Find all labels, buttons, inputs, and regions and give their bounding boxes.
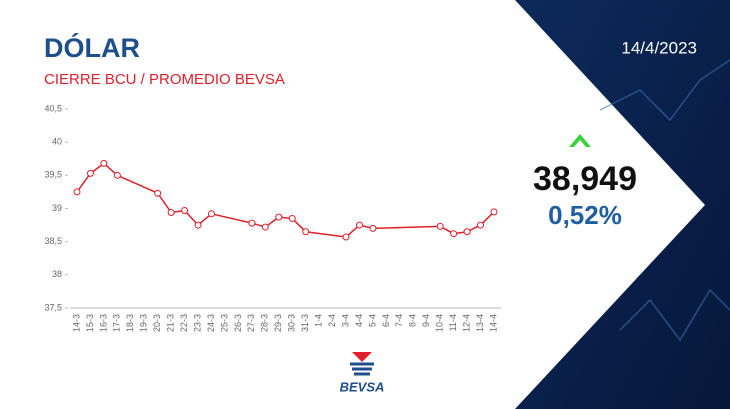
line-segment (117, 174, 159, 194)
x-tick-label: 24-3 (206, 314, 216, 332)
x-tick-label: 23-3 (192, 314, 202, 332)
point (490, 208, 498, 216)
x-tick-label: 12-4 (461, 314, 471, 332)
point (113, 171, 121, 179)
y-tick-label: 38,5 (44, 236, 62, 246)
point (275, 213, 283, 221)
dark-panel (515, 0, 730, 409)
x-tick-label: 9-4 (421, 314, 431, 327)
up-arrow (569, 134, 591, 147)
line-segment (305, 230, 347, 238)
point (436, 222, 444, 230)
x-tick-label: 1-4 (314, 314, 324, 327)
x-tick-label: 7-4 (394, 314, 404, 327)
point (450, 230, 458, 238)
x-tick-label: 16-3 (98, 314, 108, 332)
x-tick-label: 27-3 (246, 314, 256, 332)
x-tick-label: 14-3 (71, 314, 81, 332)
x-tick-label: 5-4 (367, 314, 377, 327)
x-tick-label: 28-3 (260, 314, 270, 332)
x-tick-label: 22-3 (179, 314, 189, 332)
point (248, 219, 256, 227)
y-tick-label: 38 (52, 269, 62, 279)
logo-text: BEVSA (340, 379, 385, 394)
point (208, 210, 216, 218)
y-tick-label: 39,5 (44, 170, 62, 180)
last-value: 38,949 (533, 160, 637, 198)
point (302, 228, 310, 236)
date: 14/4/2023 (621, 38, 697, 57)
y-tick-label: 40 (52, 137, 62, 147)
x-tick-label: 10-4 (435, 314, 445, 332)
point (167, 208, 175, 216)
line-segment (372, 225, 441, 230)
x-tick-label: 14-4 (488, 314, 498, 332)
x-tick-label: 4-4 (354, 314, 364, 327)
x-tick-label: 19-3 (139, 314, 149, 332)
decor-line (619, 288, 730, 342)
line-segment (76, 172, 92, 193)
point (100, 159, 108, 167)
decor-line (599, 59, 730, 122)
x-tick-label: 26-3 (233, 314, 243, 332)
x-tick-label: 6-4 (381, 314, 391, 327)
change: 0,52% (548, 200, 622, 230)
point (369, 224, 377, 232)
line-segment (211, 213, 253, 224)
x-tick-label: 30-3 (287, 314, 297, 332)
x-tick-label: 17-3 (112, 314, 122, 332)
point (355, 221, 363, 229)
x-tick-label: 21-3 (166, 314, 176, 332)
line-segment (157, 192, 172, 213)
point (463, 228, 471, 236)
point (288, 214, 296, 222)
point (261, 223, 269, 231)
point (73, 188, 81, 196)
point (477, 221, 485, 229)
x-tick-label: 15-3 (85, 314, 95, 332)
x-tick-label: 8-4 (408, 314, 418, 327)
point (181, 206, 189, 214)
x-tick-label: 31-3 (300, 314, 310, 332)
y-tick-label: 37,5 (44, 302, 62, 312)
x-tick-label: 20-3 (152, 314, 162, 332)
x-tick-label: 11-4 (448, 314, 458, 331)
y-tick-label: 39 (52, 203, 62, 213)
point (154, 189, 162, 197)
logo-mark (352, 352, 372, 362)
y-tick-label: 40,5 (44, 103, 62, 113)
x-tick-label: 25-3 (219, 314, 229, 332)
point (86, 169, 94, 177)
logo-mark (350, 362, 374, 376)
x-tick-label: 18-3 (125, 314, 135, 332)
plot: 37,5 38 38,5 39 39,5 40 40,5 14-3 15-3 16-3 17-3 18… (44, 103, 501, 332)
point (342, 233, 350, 241)
x-tick-label: 29-3 (273, 314, 283, 332)
x-tick-label: 3-4 (340, 314, 350, 327)
subtitle: CIERRE BCU / PROMEDIO BEVSA (44, 71, 285, 88)
x-tick-label: 2-4 (327, 314, 337, 327)
title: DÓLAR (44, 32, 140, 63)
x-tick-label: 13-4 (475, 314, 485, 332)
point (194, 221, 202, 229)
